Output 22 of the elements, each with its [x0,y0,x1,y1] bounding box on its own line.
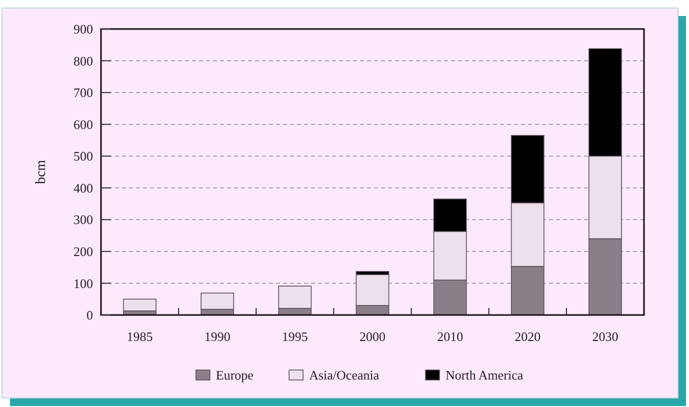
x-tick-label: 1995 [282,329,308,344]
x-tick-label: 2020 [514,329,541,344]
y-tick-label: 100 [74,276,93,291]
legend-label: Europe [216,368,254,383]
y-tick-label: 0 [86,308,93,323]
bar [123,298,156,312]
y-axis-title: bcm [34,160,49,184]
y-tick-label: 300 [74,212,93,228]
y-tick-label: 500 [74,148,93,164]
y-tick-label: 400 [74,180,93,196]
x-tick-label: 2030 [592,329,618,344]
y-tick-label: 700 [74,85,93,100]
y-tick-label: 800 [74,53,93,68]
legend-label: Asia/Oceania [309,368,380,383]
x-tick-label: 2000 [360,329,386,344]
x-tick-label: 2010 [437,329,464,344]
x-tick-label: 1985 [126,329,153,344]
y-tick-label: 600 [74,116,93,132]
y-tick-label: 900 [74,22,93,37]
x-tick-label: 1990 [204,329,230,344]
y-tick-label: 200 [74,244,93,259]
legend-label: North America [446,368,524,383]
